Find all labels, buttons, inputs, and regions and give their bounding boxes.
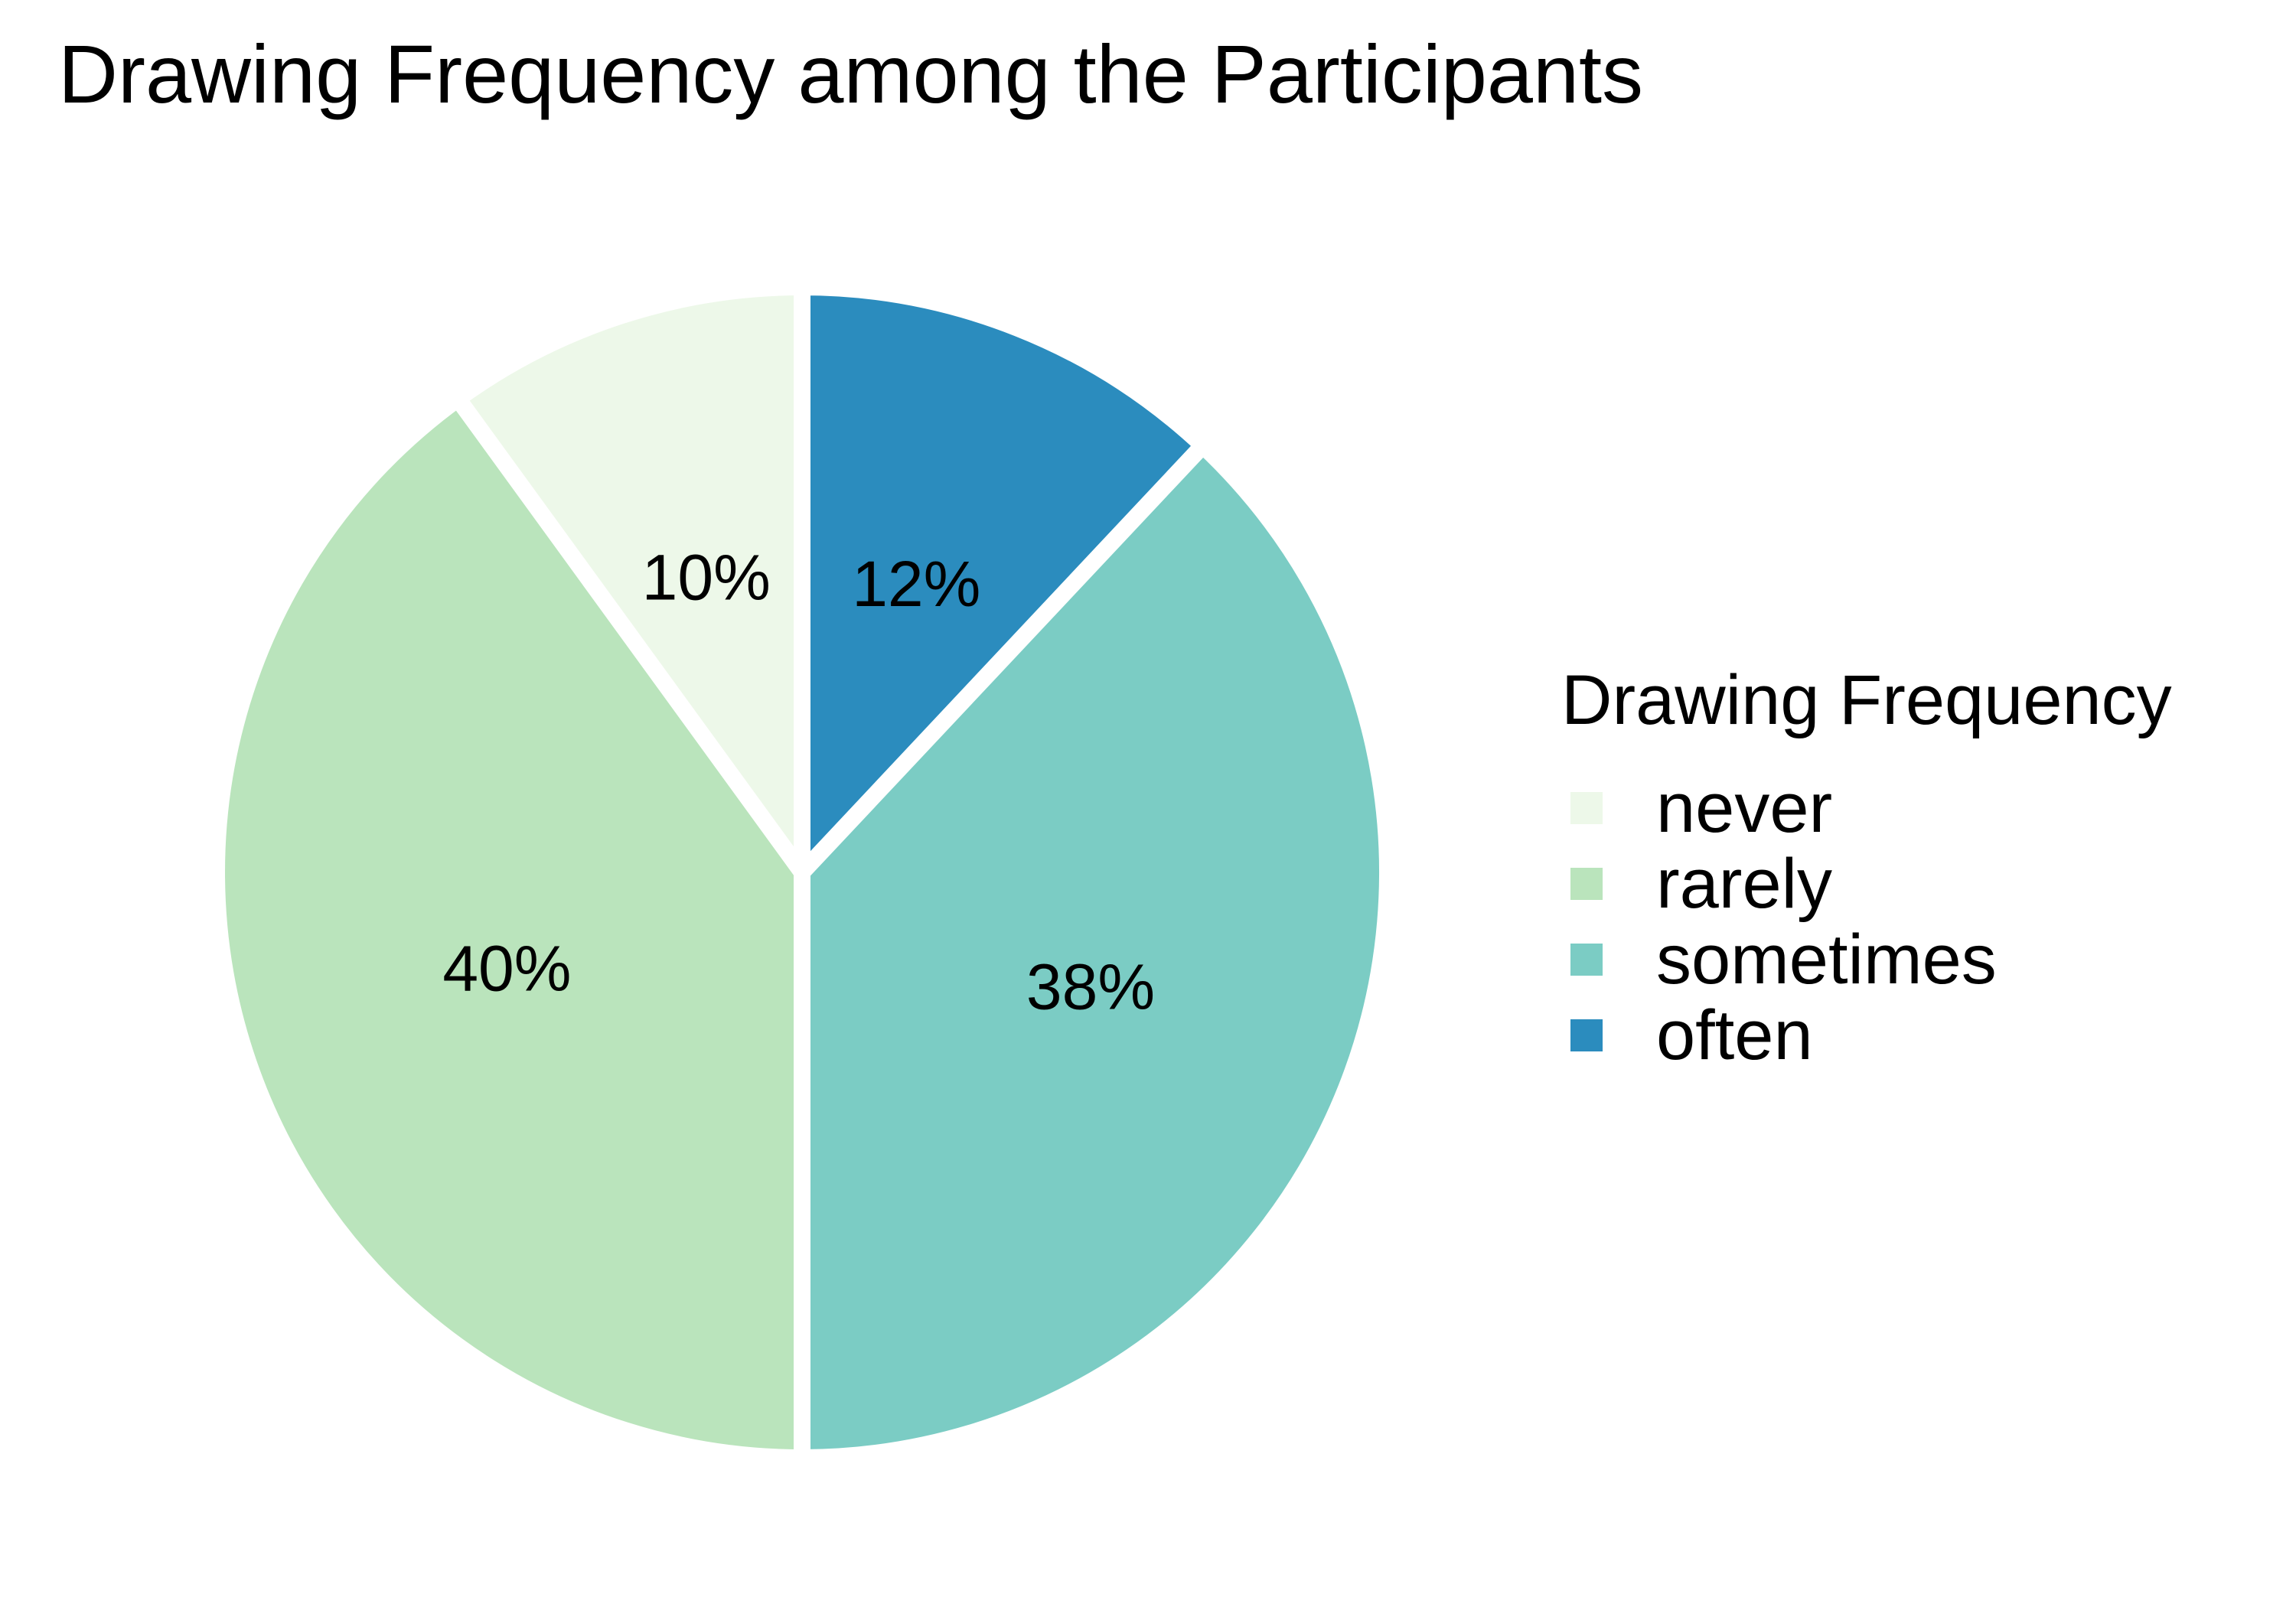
chart-title: Drawing Frequency among the Participants — [58, 28, 1644, 120]
slice-label-often: 12% — [852, 548, 980, 620]
legend-label-often: often — [1656, 996, 1813, 1074]
pie-slice-sometimes — [794, 433, 1396, 1467]
legend-swatch-sometimes — [1570, 943, 1603, 976]
legend-items: never rarely sometimes often — [1561, 770, 2172, 1073]
legend-swatch-never — [1570, 791, 1603, 824]
pie-slice-never — [445, 278, 810, 898]
slice-label-sometimes: 38% — [1026, 950, 1155, 1022]
legend-label-rarely: rarely — [1656, 844, 1833, 923]
legend-item-never: never — [1561, 770, 2172, 846]
pie-slice-rarely — [208, 386, 810, 1467]
legend-item-rarely: rarely — [1561, 846, 2172, 921]
legend-swatch-rarely — [1570, 867, 1603, 900]
legend-swatch-often — [1570, 1019, 1603, 1051]
legend-label-sometimes: sometimes — [1656, 920, 1997, 999]
pie-slice-often — [794, 278, 1215, 894]
slice-label-rarely: 40% — [442, 932, 571, 1004]
legend-label-never: never — [1656, 768, 1833, 847]
legend: Drawing Frequency never rarely sometimes of… — [1561, 658, 2172, 1073]
legend-item-often: often — [1561, 997, 2172, 1073]
legend-item-sometimes: sometimes — [1561, 921, 2172, 997]
legend-title: Drawing Frequency — [1561, 661, 2172, 739]
slice-label-never: 10% — [642, 541, 771, 613]
